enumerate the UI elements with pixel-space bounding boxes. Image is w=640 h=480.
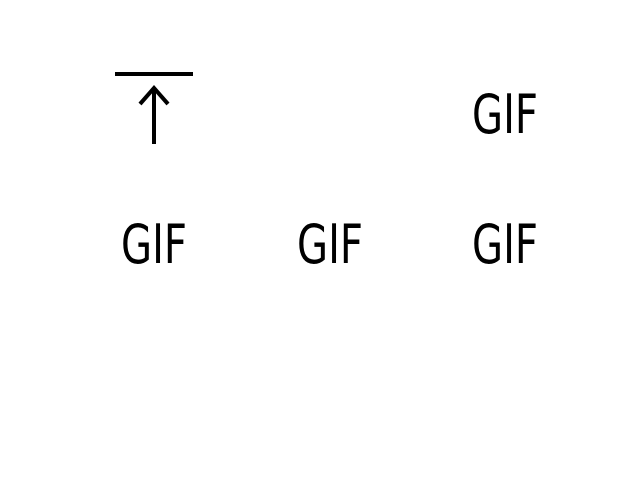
gif-label: GIF bbox=[297, 213, 363, 276]
gif-file-icon: GIF bbox=[297, 213, 363, 276]
upload-icon bbox=[115, 72, 193, 144]
gif-file-icon: GIF bbox=[472, 213, 538, 276]
gif-tile[interactable]: GIF bbox=[282, 192, 378, 288]
gif-label: GIF bbox=[121, 213, 187, 276]
gif-tile[interactable]: GIF bbox=[457, 62, 553, 158]
gif-tile[interactable]: GIF bbox=[457, 192, 553, 288]
gif-label: GIF bbox=[472, 83, 538, 146]
gif-tile[interactable]: GIF bbox=[106, 192, 202, 288]
gif-label: GIF bbox=[472, 213, 538, 276]
gif-file-icon: GIF bbox=[472, 83, 538, 146]
gif-file-icon: GIF bbox=[121, 213, 187, 276]
upload-button[interactable] bbox=[106, 62, 202, 158]
